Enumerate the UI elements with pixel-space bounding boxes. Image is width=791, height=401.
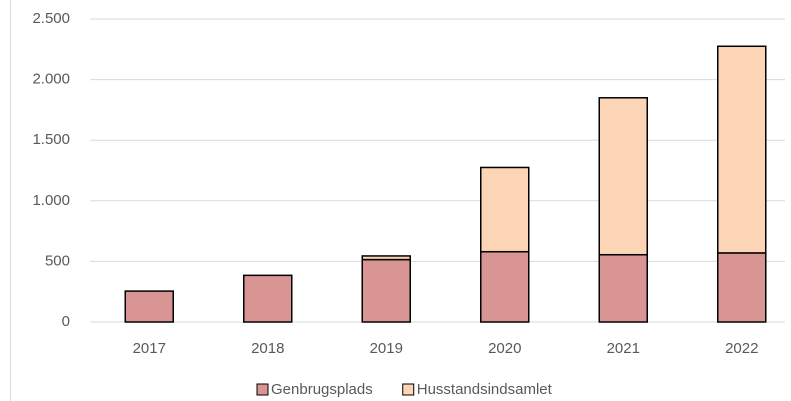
bar-segment [598, 97, 648, 256]
bar-segment [361, 258, 411, 323]
bar-segment [243, 274, 293, 323]
x-tick-label: 2022 [725, 340, 758, 357]
legend-label: Genbrugsplads [271, 381, 373, 398]
y-tick-label: 2.500 [32, 10, 70, 27]
bar-segment [480, 250, 530, 323]
bar-segment [717, 252, 767, 323]
y-tick-label: 500 [45, 252, 70, 269]
y-tick-label: 2.000 [32, 71, 70, 88]
x-tick-label: 2017 [133, 340, 166, 357]
bar-segment [124, 290, 174, 323]
y-tick-label: 1.000 [32, 192, 70, 209]
x-tick-label: 2020 [488, 340, 521, 357]
legend-swatch [256, 383, 269, 396]
legend-label: Husstandsindsamlet [417, 381, 553, 398]
x-tick-label: 2021 [607, 340, 640, 357]
y-tick-label: 0 [62, 313, 70, 330]
bar-segment [480, 166, 530, 253]
bar-segment [361, 255, 411, 261]
x-tick-label: 2018 [251, 340, 284, 357]
bar-segment [598, 253, 648, 323]
bar-segment [717, 45, 767, 254]
x-tick-label: 2019 [370, 340, 403, 357]
y-tick-label: 1.500 [32, 131, 70, 148]
legend-swatch [402, 383, 415, 396]
